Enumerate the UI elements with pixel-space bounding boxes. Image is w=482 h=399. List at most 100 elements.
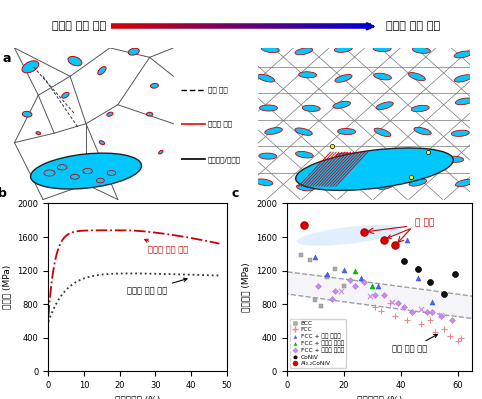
Ellipse shape: [70, 174, 79, 179]
Ellipse shape: [259, 153, 277, 159]
Point: [337, 287, 345, 294]
Text: 전단 밴드: 전단 밴드: [208, 87, 228, 93]
Ellipse shape: [408, 73, 425, 81]
Point: [409, 308, 416, 315]
Ellipse shape: [131, 160, 136, 163]
Point: [409, 308, 416, 315]
Point: [372, 292, 379, 298]
Point: [457, 335, 465, 342]
Text: 본 연구: 본 연구: [388, 218, 434, 238]
Ellipse shape: [295, 128, 312, 135]
Ellipse shape: [259, 105, 278, 111]
Ellipse shape: [414, 127, 431, 135]
Ellipse shape: [30, 153, 142, 189]
Point: [454, 338, 462, 344]
Ellipse shape: [302, 105, 320, 111]
Point: [300, 222, 308, 229]
Ellipse shape: [295, 148, 454, 190]
Ellipse shape: [375, 155, 392, 164]
Point: [332, 287, 339, 294]
Point: [386, 300, 393, 306]
Point: [403, 237, 411, 243]
Ellipse shape: [56, 164, 61, 167]
Ellipse shape: [333, 101, 350, 109]
Ellipse shape: [335, 46, 352, 52]
Point: [351, 268, 359, 275]
Ellipse shape: [36, 132, 40, 134]
Point: [306, 257, 313, 264]
Ellipse shape: [411, 105, 429, 112]
Ellipse shape: [107, 170, 116, 176]
Ellipse shape: [159, 150, 163, 154]
Ellipse shape: [150, 83, 159, 88]
Ellipse shape: [340, 184, 358, 191]
Ellipse shape: [335, 75, 352, 82]
Point: [423, 308, 430, 315]
Point: [314, 283, 322, 290]
Ellipse shape: [83, 168, 93, 174]
Ellipse shape: [454, 51, 472, 58]
Ellipse shape: [22, 61, 39, 73]
Point: [311, 297, 319, 303]
Point: [403, 317, 411, 323]
Point: [340, 282, 348, 289]
Point: [329, 296, 336, 302]
Text: 기존 연구 문헌: 기존 연구 문헌: [392, 334, 438, 354]
Ellipse shape: [446, 156, 464, 162]
Point: [346, 277, 353, 283]
Text: a: a: [2, 52, 11, 65]
Point: [311, 254, 319, 260]
Point: [400, 258, 408, 265]
Point: [426, 317, 433, 323]
Point: [426, 279, 433, 285]
Point: [440, 291, 448, 297]
Ellipse shape: [255, 179, 273, 186]
Point: [446, 333, 454, 339]
Ellipse shape: [98, 67, 106, 75]
Ellipse shape: [62, 92, 69, 98]
Point: [323, 274, 331, 280]
Ellipse shape: [265, 128, 282, 134]
Ellipse shape: [295, 48, 313, 55]
Ellipse shape: [0, 242, 482, 349]
Text: 부정합 석출 입자: 부정합 석출 입자: [52, 21, 106, 32]
Ellipse shape: [261, 46, 279, 53]
Ellipse shape: [296, 184, 314, 191]
Point: [417, 321, 425, 327]
Point: [414, 266, 422, 272]
Ellipse shape: [297, 225, 402, 246]
Ellipse shape: [409, 179, 427, 186]
Text: 반정합 석출 입자: 반정합 석출 입자: [386, 21, 440, 32]
Point: [375, 282, 382, 289]
Ellipse shape: [107, 112, 113, 116]
Ellipse shape: [96, 178, 104, 183]
Ellipse shape: [299, 72, 317, 78]
Point: [431, 328, 439, 335]
Ellipse shape: [455, 98, 473, 105]
Ellipse shape: [413, 47, 430, 53]
Ellipse shape: [451, 130, 469, 136]
Point: [428, 299, 436, 306]
Point: [340, 267, 348, 273]
Ellipse shape: [412, 155, 429, 162]
Point: [449, 317, 456, 323]
Text: 결정립계/상계면: 결정립계/상계면: [208, 156, 241, 163]
Text: 반정합 계면: 반정합 계면: [208, 120, 232, 127]
Ellipse shape: [376, 102, 393, 110]
Point: [380, 236, 388, 243]
Point: [440, 326, 448, 332]
Point: [366, 293, 374, 300]
Ellipse shape: [44, 170, 55, 176]
Ellipse shape: [455, 75, 472, 82]
Ellipse shape: [374, 128, 391, 136]
Point: [323, 271, 331, 277]
Ellipse shape: [257, 74, 275, 82]
Ellipse shape: [337, 128, 356, 134]
Point: [391, 312, 399, 319]
Point: [297, 252, 305, 259]
Point: [360, 229, 368, 235]
Point: [351, 283, 359, 290]
Y-axis label: 인장강도 (MPa): 인장강도 (MPa): [241, 263, 250, 312]
Ellipse shape: [374, 73, 391, 80]
Point: [417, 306, 425, 312]
